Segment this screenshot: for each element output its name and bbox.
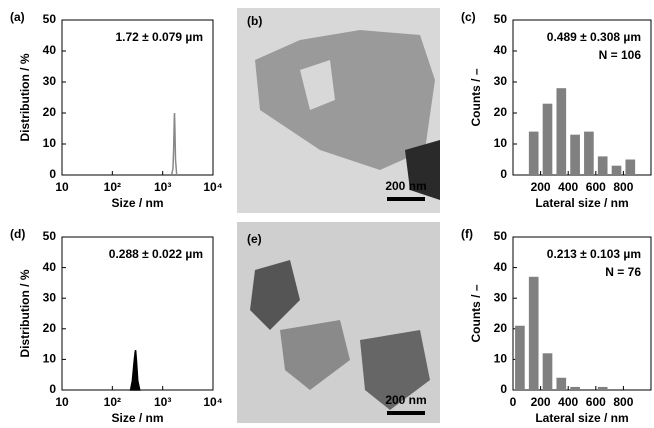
y-tick-label: 20 bbox=[43, 105, 57, 119]
y-tick-label: 20 bbox=[494, 105, 508, 119]
panel-label: (d) bbox=[10, 227, 25, 241]
plot-frame bbox=[61, 19, 214, 176]
y-tick-label: 10 bbox=[494, 352, 508, 366]
y-tick-label: 0 bbox=[49, 167, 56, 181]
panel-label: (a) bbox=[10, 10, 25, 24]
x-tick-label: 200 bbox=[531, 395, 551, 409]
x-tick-label: 800 bbox=[613, 395, 633, 409]
y-tick-label: 40 bbox=[43, 260, 57, 274]
x-axis-label: Lateral size / nm bbox=[535, 196, 628, 210]
y-tick-label: 50 bbox=[494, 12, 508, 26]
y-tick-label: 30 bbox=[494, 290, 508, 304]
y-tick-label: 10 bbox=[494, 136, 508, 150]
plot-frame bbox=[512, 236, 652, 391]
x-tick-label: 600 bbox=[586, 395, 606, 409]
y-tick-label: 30 bbox=[43, 290, 57, 304]
y-tick-label: 10 bbox=[43, 136, 57, 150]
x-tick-label: 10 bbox=[55, 180, 69, 194]
tem-image: (e) 200 nm bbox=[237, 222, 440, 423]
panel-label: (f) bbox=[461, 227, 473, 241]
x-tick-label: 10³ bbox=[154, 395, 171, 409]
x-tick-label: 400 bbox=[558, 180, 578, 194]
histogram-bar bbox=[570, 386, 580, 390]
y-tick-label: 20 bbox=[494, 321, 508, 335]
y-axis-label: Distribution / % bbox=[18, 269, 32, 357]
histogram-bar bbox=[542, 103, 553, 175]
y-tick-label: 30 bbox=[43, 74, 57, 88]
y-tick-label: 30 bbox=[494, 74, 508, 88]
histogram-bar bbox=[584, 131, 594, 175]
y-tick-label: 40 bbox=[494, 260, 508, 274]
x-tick-label: 400 bbox=[558, 395, 578, 409]
y-axis-label: Counts / – bbox=[469, 68, 483, 126]
histogram-bar bbox=[625, 159, 636, 175]
x-tick-label: 200 bbox=[531, 180, 551, 194]
x-tick-label: 10² bbox=[104, 395, 121, 409]
x-tick-label: 600 bbox=[586, 180, 606, 194]
histogram-bar bbox=[570, 134, 580, 175]
x-tick-label: 10⁴ bbox=[203, 395, 222, 409]
histogram-bar bbox=[597, 386, 608, 390]
scale-bar-label: 200 nm bbox=[385, 393, 426, 407]
scale-bar-label: 200 nm bbox=[385, 179, 426, 193]
y-tick-label: 0 bbox=[49, 382, 56, 396]
y-tick-label: 0 bbox=[500, 167, 507, 181]
histogram-bar bbox=[528, 131, 539, 175]
annotation: 1.72 ± 0.079 µm bbox=[115, 30, 203, 44]
panel-label: (e) bbox=[247, 232, 262, 246]
distribution-line bbox=[170, 112, 178, 176]
y-axis-label: Distribution / % bbox=[18, 53, 32, 141]
y-tick-label: 40 bbox=[494, 43, 508, 57]
histogram-bar bbox=[528, 276, 539, 390]
histogram-bar bbox=[515, 325, 525, 390]
annotation: 0.288 ± 0.022 µm bbox=[109, 247, 203, 261]
annotation: 0.489 ± 0.308 µm bbox=[547, 30, 641, 44]
y-tick-label: 50 bbox=[494, 229, 508, 243]
x-tick-label: 0 bbox=[510, 395, 517, 409]
y-tick-label: 0 bbox=[500, 382, 507, 396]
histogram-bar bbox=[542, 353, 553, 390]
y-tick-label: 10 bbox=[43, 352, 57, 366]
x-axis-label: Size / nm bbox=[111, 411, 163, 423]
x-tick-label: 800 bbox=[613, 180, 633, 194]
y-tick-label: 40 bbox=[43, 43, 57, 57]
x-tick-label: 10² bbox=[104, 180, 121, 194]
distribution-line bbox=[129, 350, 141, 391]
panel-label: (b) bbox=[247, 14, 262, 28]
annotation: N = 76 bbox=[605, 265, 641, 279]
histogram-bar bbox=[611, 165, 622, 175]
y-axis-label: Counts / – bbox=[469, 284, 483, 342]
annotation: 0.213 ± 0.103 µm bbox=[547, 247, 641, 261]
x-tick-label: 10⁴ bbox=[203, 180, 222, 194]
histogram-bar bbox=[597, 156, 608, 175]
annotation: N = 106 bbox=[599, 48, 642, 62]
y-tick-label: 50 bbox=[43, 12, 57, 26]
x-tick-label: 10 bbox=[55, 395, 69, 409]
y-tick-label: 20 bbox=[43, 321, 57, 335]
y-tick-label: 50 bbox=[43, 229, 57, 243]
plot-frame bbox=[512, 19, 652, 176]
tem-image: (b) 200 nm bbox=[237, 8, 440, 213]
histogram-bar bbox=[556, 88, 567, 175]
panel-label: (c) bbox=[461, 10, 476, 24]
histogram-bar bbox=[556, 377, 567, 390]
x-tick-label: 10³ bbox=[154, 180, 171, 194]
x-axis-label: Size / nm bbox=[111, 196, 163, 210]
x-axis-label: Lateral size / nm bbox=[535, 411, 628, 423]
